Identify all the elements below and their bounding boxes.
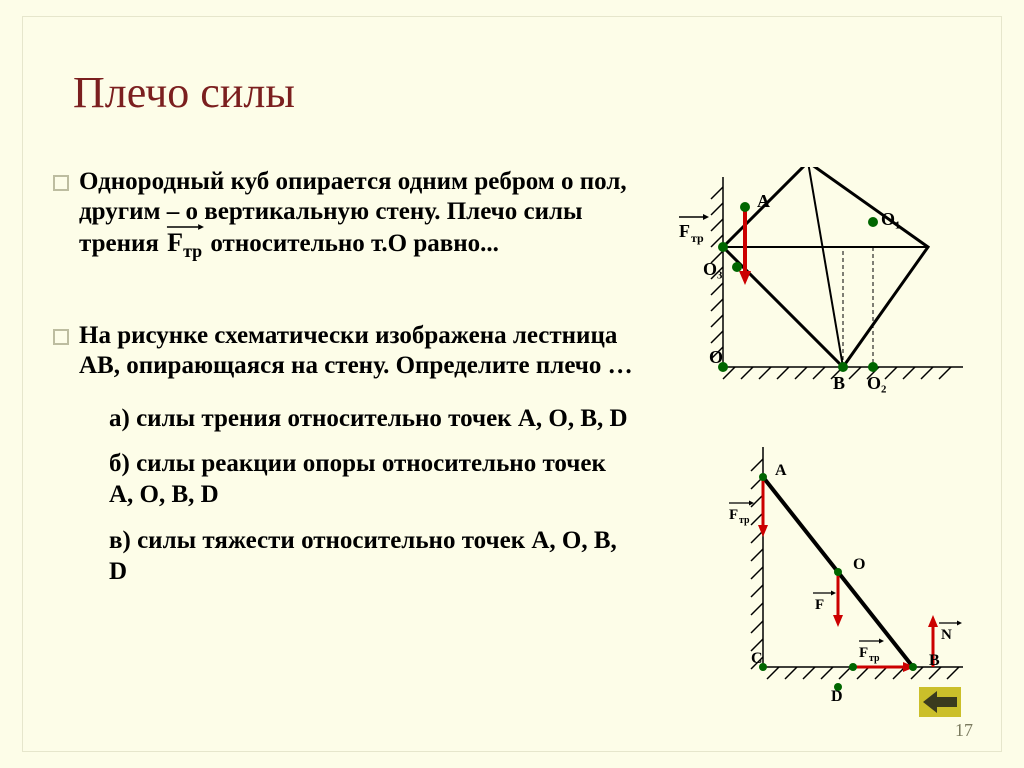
svg-text:F: F <box>679 221 690 241</box>
label-O2: O₂ <box>867 373 886 393</box>
label-O: O <box>709 347 723 367</box>
svg-text:тр: тр <box>739 515 750 526</box>
svg-text:F: F <box>815 597 824 613</box>
label-O3: O₃ <box>703 259 723 279</box>
label-F-grav: F <box>813 591 836 614</box>
label-O1: O₁ <box>881 209 900 229</box>
slide-title: Плечо силы <box>73 67 295 118</box>
label-B: B <box>833 373 845 393</box>
label-Ftr: F тр <box>679 214 709 245</box>
svg-text:N: N <box>941 627 952 643</box>
label-C-ladder: C <box>751 650 763 667</box>
wall-friction-arrow-icon <box>758 477 768 537</box>
vec-sub: тр <box>183 241 202 261</box>
label-Ftr-wall: F тр <box>729 501 754 527</box>
back-button[interactable] <box>919 687 961 717</box>
svg-text:тр: тр <box>691 231 704 245</box>
vec-F: F <box>167 228 183 257</box>
item-a: a) силы трения относительно точек A, O, … <box>109 403 633 434</box>
svg-text:тр: тр <box>869 653 880 664</box>
content-area: Однородный куб опирается одним ребром о … <box>53 167 633 601</box>
friction-vector-icon: Fтр <box>165 227 204 263</box>
problem-2: На рисунке схематически изображена лестн… <box>53 321 633 381</box>
bullet-icon <box>53 329 69 345</box>
svg-text:F: F <box>729 507 738 523</box>
p1-post: относительно т.О равно... <box>210 230 499 257</box>
gravity-arrow-icon <box>833 572 843 627</box>
item-c: в) силы тяжести относительно точек A, O,… <box>109 525 633 588</box>
label-A: A <box>757 191 770 211</box>
problem-2-items: a) силы трения относительно точек A, O, … <box>109 403 633 587</box>
label-D-ladder: D <box>831 688 843 705</box>
bullet-icon <box>53 175 69 191</box>
label-A-ladder: A <box>775 462 787 479</box>
label-N: N <box>939 621 962 644</box>
slide: Плечо силы Однородный куб опирается одни… <box>22 16 1002 752</box>
label-O-ladder: O <box>853 556 865 573</box>
problem-1: Однородный куб опирается одним ребром о … <box>53 167 633 263</box>
page-number: 17 <box>955 720 973 741</box>
ladder-diagram: A O B C D F тр F F тр <box>703 437 983 717</box>
label-Ftr-floor: F тр <box>859 639 884 665</box>
item-b: б) силы реакции опоры относительно точек… <box>109 448 633 511</box>
problem-1-text: Однородный куб опирается одним ребром о … <box>79 167 633 263</box>
label-B-ladder: B <box>929 652 940 669</box>
problem-2-intro: На рисунке схематически изображена лестн… <box>79 321 633 381</box>
cube-diagram: A O₁ O₃ O B O₂ F тр <box>663 167 983 397</box>
svg-text:F: F <box>859 645 868 661</box>
